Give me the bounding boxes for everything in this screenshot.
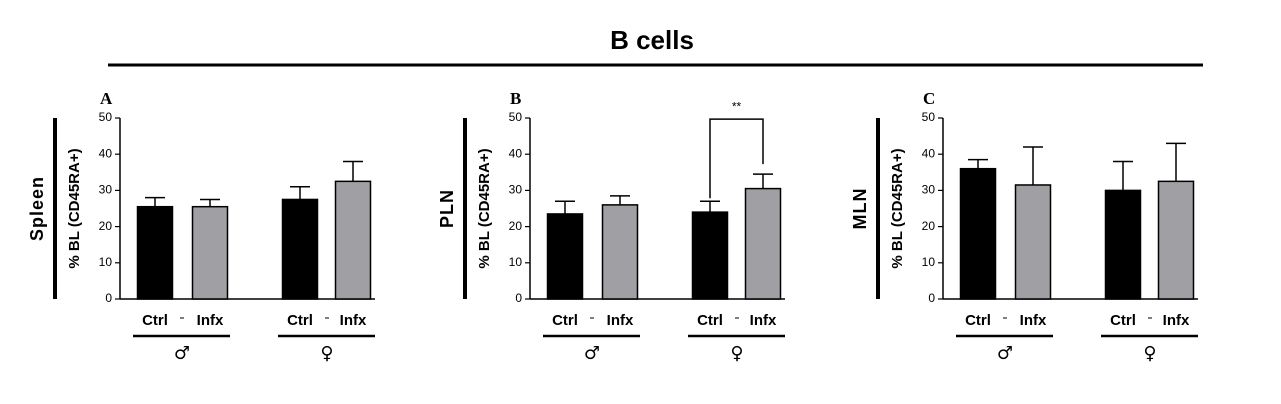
x-tick-label: Ctrl [697, 312, 723, 329]
y-tick-label: 30 [509, 183, 523, 197]
bar [1104, 189, 1142, 300]
x-tick-label: Ctrl [287, 312, 313, 329]
x-tick-label: Infx [1163, 312, 1190, 329]
bar [334, 180, 372, 300]
significance-label: ** [732, 99, 742, 113]
group-label: ♂ [584, 343, 600, 364]
y-tick-label: 10 [99, 255, 113, 269]
bar [959, 167, 997, 300]
group-label: ♂ [997, 343, 1013, 364]
y-axis-label: % BL (CD45RA+) [476, 148, 493, 268]
significance-bracket [709, 118, 764, 199]
x-tick-label: Infx [197, 312, 224, 329]
y-tick-label: 50 [922, 110, 936, 124]
figure-title: B cells [610, 25, 694, 55]
y-tick-label: 20 [509, 219, 523, 233]
y-tick-label: 0 [105, 291, 112, 305]
bar [1014, 184, 1052, 300]
y-tick-label: 0 [515, 291, 522, 305]
y-axis-label: % BL (CD45RA+) [66, 148, 83, 268]
y-tick-label: 40 [509, 146, 523, 160]
x-tick-label: Ctrl [965, 312, 991, 329]
panel-letter: C [923, 89, 935, 108]
y-tick-label: 10 [922, 255, 936, 269]
group-label: ♀ [320, 343, 333, 364]
y-tick-label: 40 [99, 146, 113, 160]
x-tick-label: Infx [1020, 312, 1047, 329]
group-label: ♀ [1143, 343, 1156, 364]
row-label: MLN [850, 188, 870, 230]
x-tick-label: Infx [750, 312, 777, 329]
bar [546, 213, 584, 300]
y-tick-label: 50 [99, 110, 113, 124]
panel-letter: A [100, 89, 113, 108]
bar [744, 187, 782, 300]
x-tick-label: Infx [607, 312, 634, 329]
bar [191, 205, 229, 300]
y-tick-label: 0 [928, 291, 935, 305]
group-label: ♂ [174, 343, 190, 364]
group-label: ♀ [730, 343, 743, 364]
x-tick-label: Ctrl [142, 312, 168, 329]
bar [281, 198, 319, 300]
y-tick-label: 30 [922, 183, 936, 197]
y-tick-label: 10 [509, 255, 523, 269]
bar [691, 211, 729, 300]
row-label: PLN [437, 189, 457, 228]
y-tick-label: 40 [922, 146, 936, 160]
bar [1157, 180, 1195, 300]
y-tick-label: 50 [509, 110, 523, 124]
x-tick-label: Ctrl [552, 312, 578, 329]
y-tick-label: 20 [922, 219, 936, 233]
x-tick-label: Infx [340, 312, 367, 329]
y-tick-label: 30 [99, 183, 113, 197]
panel-letter: B [510, 89, 521, 108]
x-tick-label: Ctrl [1110, 312, 1136, 329]
bar [601, 204, 639, 300]
row-label: Spleen [27, 176, 47, 241]
bar [136, 205, 174, 300]
y-axis-label: % BL (CD45RA+) [889, 148, 906, 268]
y-tick-label: 20 [99, 219, 113, 233]
